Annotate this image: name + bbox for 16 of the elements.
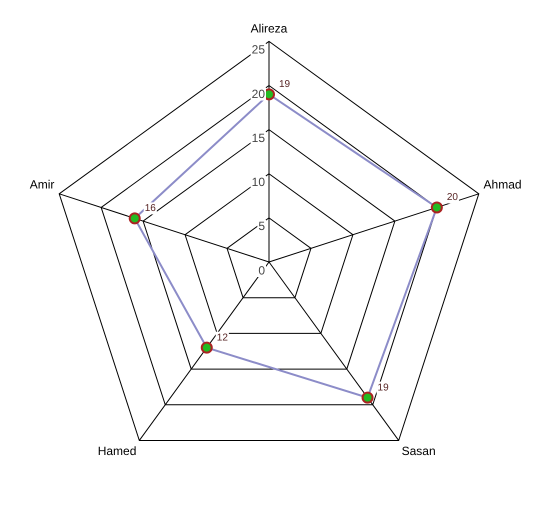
y-tick-label: 20 [252, 86, 266, 101]
spoke-label: Alireza [250, 22, 288, 36]
spoke-label: Sasan [402, 444, 436, 458]
data-label: 19 [279, 79, 291, 90]
data-label: 12 [216, 332, 228, 344]
y-tick-label: 5 [258, 219, 266, 234]
spoke-label: Amir [30, 177, 54, 192]
spoke-label: Ahmad [484, 177, 522, 192]
spoke-label: Hamed [98, 444, 136, 458]
y-tick-label: 10 [252, 175, 266, 190]
y-tick-label: 25 [252, 42, 266, 57]
data-label: 20 [446, 192, 458, 204]
data-label: 19 [378, 382, 390, 394]
data-label: 16 [144, 203, 156, 214]
y-tick-label: 0 [258, 263, 266, 278]
y-tick-label: 15 [252, 130, 266, 145]
